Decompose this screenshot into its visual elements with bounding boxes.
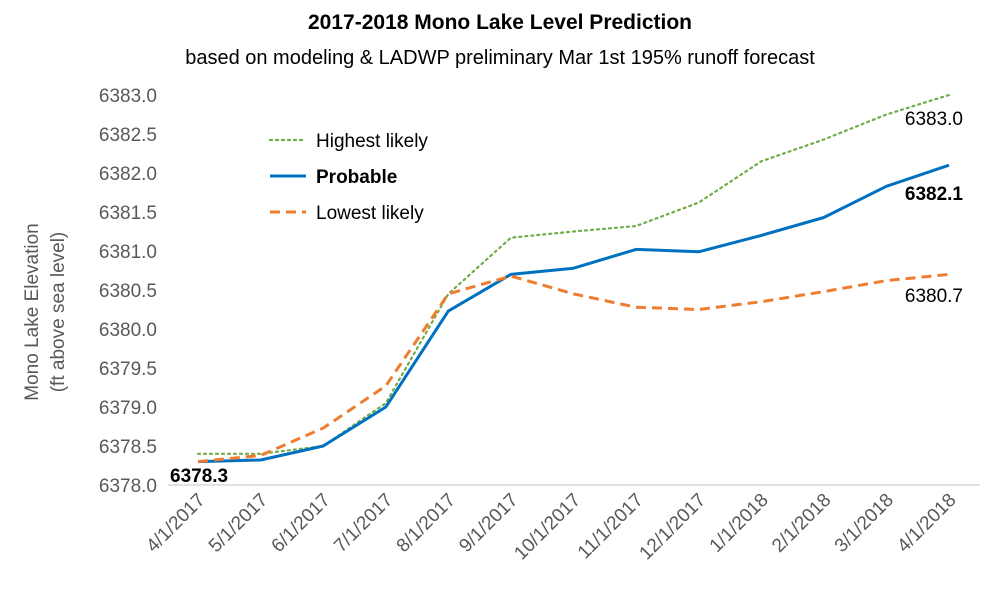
series-line-lowest-likely [197, 272, 950, 464]
chart-title: 2017-2018 Mono Lake Level Prediction [308, 11, 692, 34]
y-tick-label: 6380.0 [99, 320, 157, 341]
x-tick-label: 7/1/2017 [330, 490, 397, 557]
y-tick-label: 6378.5 [99, 437, 157, 458]
legend: Highest likely Probable Lowest likely [268, 131, 428, 224]
y-axis-label-line2: (ft above sea level) [48, 232, 69, 393]
x-tick-label: 4/1/2018 [893, 490, 960, 557]
y-tick-label: 6383.0 [99, 86, 157, 107]
y-tick-label: 6379.5 [99, 359, 157, 380]
annotation-highest-end: 6383.0 [905, 109, 963, 130]
legend-label-probable: Probable [316, 167, 397, 188]
annotation-probable-start: 6378.3 [170, 466, 228, 487]
x-tick-label: 2/1/2018 [768, 490, 835, 557]
x-tick-label: 4/1/2017 [142, 490, 209, 557]
y-tick-label: 6378.0 [99, 476, 157, 497]
x-tick-label: 11/1/2017 [574, 490, 648, 564]
legend-label-lowest-likely: Lowest likely [316, 203, 424, 224]
y-axis-ticks: 6378.0 6378.5 6379.0 6379.5 6380.0 6380.5 6381… [99, 86, 157, 497]
series-line-highest-likely [196, 93, 951, 455]
series-group [196, 93, 951, 464]
y-tick-label: 6379.0 [99, 398, 157, 419]
legend-label-highest-likely: Highest likely [316, 131, 428, 152]
y-tick-label: 6382.0 [99, 164, 157, 185]
x-tick-label: 1/1/2018 [706, 490, 773, 557]
x-tick-label: 10/1/2017 [510, 490, 585, 565]
annotation-probable-end: 6382.1 [905, 184, 964, 205]
series-line-probable [197, 163, 950, 464]
x-axis-ticks: 4/1/20175/1/20176/1/20177/1/20178/1/2017… [142, 490, 960, 565]
x-tick-label: 5/1/2017 [205, 490, 272, 557]
x-tick-label: 6/1/2017 [268, 490, 335, 557]
y-tick-label: 6381.5 [99, 203, 157, 224]
chart-subtitle: based on modeling & LADWP preliminary Ma… [185, 47, 815, 69]
y-tick-label: 6380.5 [99, 281, 157, 302]
y-axis-label-line1: Mono Lake Elevation [22, 223, 43, 400]
y-tick-label: 6381.0 [99, 242, 157, 263]
x-tick-label: 8/1/2017 [393, 490, 460, 557]
annotation-lowest-end: 6380.7 [905, 286, 963, 307]
x-tick-label: 12/1/2017 [636, 490, 711, 565]
y-tick-label: 6382.5 [99, 125, 157, 146]
x-tick-label: 3/1/2018 [831, 490, 898, 557]
y-axis-label: Mono Lake Elevation (ft above sea level) [22, 223, 69, 400]
